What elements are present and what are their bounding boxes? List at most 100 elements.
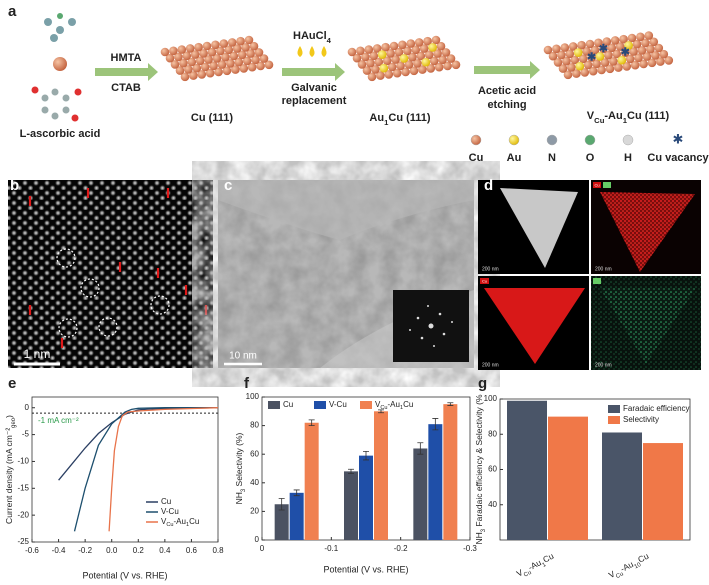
molecule-atom bbox=[41, 106, 49, 114]
atom bbox=[372, 44, 382, 53]
atom bbox=[396, 61, 405, 71]
au-atom bbox=[377, 50, 387, 59]
text-part: Current density (mA cm⁻² bbox=[4, 428, 14, 524]
y-tick-label: 100 bbox=[484, 394, 498, 403]
x-tick-label: -0.1 bbox=[324, 544, 338, 553]
atom bbox=[384, 70, 394, 79]
atom bbox=[637, 46, 647, 55]
scheme-text: Galvanic bbox=[291, 82, 337, 94]
error-bar bbox=[417, 442, 424, 455]
atom bbox=[413, 59, 422, 68]
molecule-atom bbox=[62, 94, 70, 102]
x-tick-label: -0.2 bbox=[394, 544, 408, 553]
atom bbox=[211, 40, 220, 50]
atom bbox=[182, 51, 192, 61]
atom bbox=[572, 69, 581, 78]
annotation: -1 mA cm⁻² bbox=[38, 416, 79, 425]
text-part: HAuCl bbox=[293, 30, 327, 42]
atom bbox=[438, 55, 447, 65]
subscript: Cu bbox=[380, 405, 387, 411]
x-tick-label: 0.8 bbox=[212, 546, 224, 555]
subscript: Cu bbox=[615, 571, 625, 580]
bar bbox=[413, 448, 428, 540]
subscript: 10 bbox=[633, 561, 642, 570]
droplet bbox=[309, 46, 315, 57]
atom bbox=[391, 55, 400, 64]
atom bbox=[209, 61, 218, 71]
atom bbox=[187, 57, 197, 67]
atom bbox=[656, 57, 665, 66]
droplet bbox=[321, 46, 327, 57]
atom bbox=[567, 63, 576, 72]
scheme-text: L-ascorbic acid bbox=[20, 128, 101, 140]
data-line bbox=[108, 407, 219, 532]
legend-label: Au bbox=[507, 152, 522, 164]
atom bbox=[244, 35, 254, 45]
au-atom bbox=[379, 63, 389, 73]
scheme-text: replacement bbox=[282, 95, 347, 107]
text-part: -Au bbox=[604, 110, 622, 122]
atom bbox=[646, 44, 655, 54]
atom bbox=[429, 56, 439, 66]
subscript: 1 bbox=[541, 561, 547, 568]
atom bbox=[414, 38, 424, 47]
legend-label: Cu bbox=[161, 497, 171, 506]
x-axis-title: Potential (V vs. RHE) bbox=[82, 570, 167, 580]
panel-label: a bbox=[8, 3, 17, 20]
atom bbox=[607, 43, 617, 53]
panel-d-image bbox=[478, 180, 701, 370]
panel-label: f bbox=[244, 375, 250, 392]
atom bbox=[434, 62, 444, 72]
atom bbox=[557, 50, 566, 60]
bar bbox=[359, 455, 373, 540]
scheme-text: Au1Cu (111) bbox=[369, 112, 430, 127]
y-tick-label: -20 bbox=[17, 510, 29, 519]
legend-label: Faradaic efficiency bbox=[623, 404, 690, 413]
bar bbox=[304, 422, 319, 540]
x-tick-label: 0.0 bbox=[106, 546, 118, 555]
atom bbox=[357, 60, 367, 69]
subscript: 1 bbox=[400, 405, 403, 411]
data-line bbox=[73, 407, 218, 532]
atom bbox=[389, 41, 399, 51]
atom bbox=[582, 47, 591, 56]
bar bbox=[289, 492, 304, 540]
atom bbox=[642, 52, 652, 61]
atom bbox=[224, 45, 234, 55]
atom bbox=[241, 43, 250, 52]
atom bbox=[647, 58, 657, 68]
text-part: ) bbox=[4, 415, 14, 418]
legend-swatch bbox=[622, 134, 634, 146]
au-atom bbox=[617, 55, 627, 65]
atom bbox=[169, 46, 178, 56]
vacancy-icon: ✱ bbox=[587, 52, 596, 64]
legend-label: VCu-Au1Cu bbox=[375, 400, 413, 411]
panel-b-image bbox=[8, 180, 213, 368]
vacancy-icon: ✱ bbox=[621, 47, 630, 59]
atom bbox=[659, 49, 669, 59]
legend-swatch: ✱ bbox=[673, 131, 684, 146]
x-tick-label: 0.6 bbox=[186, 546, 198, 555]
legend-swatch bbox=[546, 134, 558, 146]
atom bbox=[580, 68, 590, 77]
y-tick-label: 20 bbox=[250, 507, 259, 516]
atom bbox=[578, 54, 588, 64]
atom bbox=[411, 45, 421, 55]
text-part: V bbox=[607, 569, 617, 581]
subscript: 3 bbox=[241, 488, 247, 492]
atom bbox=[205, 68, 215, 78]
bar bbox=[507, 400, 547, 540]
subscript: Cu bbox=[594, 116, 605, 125]
atom bbox=[590, 45, 600, 55]
x-tick-label: -0.2 bbox=[78, 546, 92, 555]
scheme-text: etching bbox=[487, 99, 526, 111]
scheme-text: HMTA bbox=[111, 52, 142, 64]
atom bbox=[562, 56, 571, 66]
atom bbox=[602, 37, 612, 46]
atom bbox=[614, 63, 623, 72]
atom bbox=[177, 45, 187, 54]
atom bbox=[597, 65, 606, 75]
x-tick-label: -0.4 bbox=[52, 546, 66, 555]
atom bbox=[189, 71, 198, 80]
